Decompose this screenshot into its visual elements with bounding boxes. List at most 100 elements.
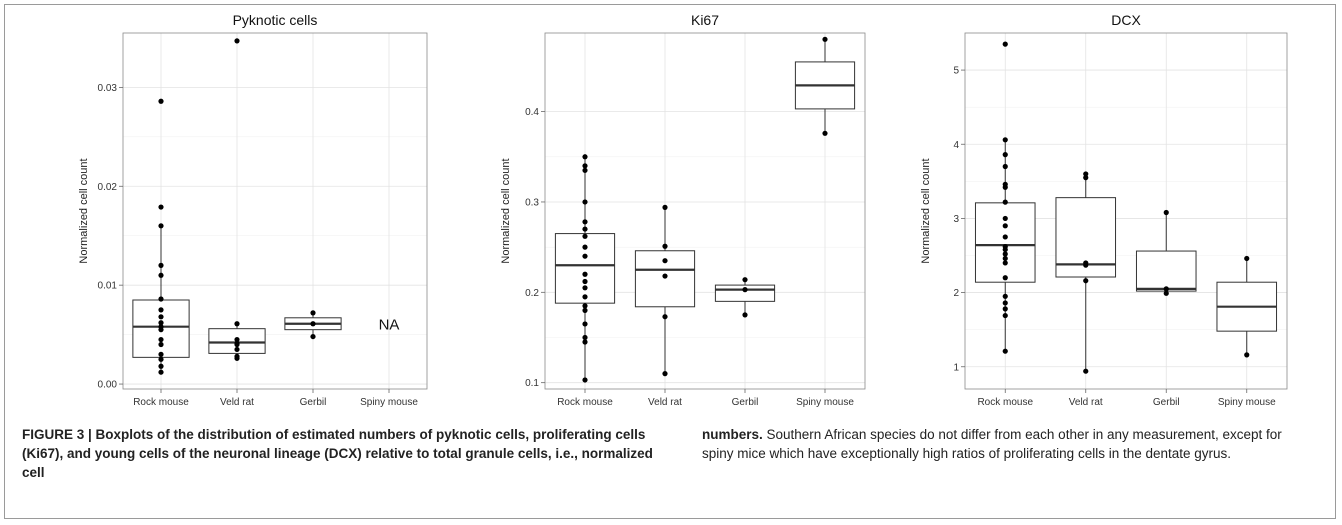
data-point-veld-rat [662,273,668,279]
annotation-na: NA [379,317,400,334]
data-point-gerbil [310,310,316,316]
data-point-rock-mouse [158,363,164,369]
data-point-veld-rat [1083,368,1089,374]
boxplot-spiny-mouse [1216,258,1278,355]
data-point-rock-mouse [582,339,588,345]
boxplot-gerbil [1135,212,1197,294]
data-point-gerbil [742,312,748,318]
data-point-rock-mouse [1002,255,1008,262]
data-point-gerbil [1163,286,1169,292]
data-point-rock-mouse [1002,251,1008,257]
data-point-rock-mouse [582,334,588,341]
dcx-panel: DCX 1 2 3 4 5 Rock mouse Veld rat Gerbil Spiny mo… [903,5,1323,430]
caption-right-text: Southern African species do not differ f… [702,427,1282,461]
data-point-rock-mouse [158,223,164,229]
dcx-plot-border [964,32,1288,390]
data-point-rock-mouse [582,167,588,173]
boxplot-spiny-mouse [794,39,856,134]
data-point-gerbil [742,287,748,293]
data-point-rock-mouse [158,351,164,357]
data-point-rock-mouse [1002,184,1008,190]
data-point-rock-mouse [158,204,164,210]
data-point-rock-mouse [1002,41,1008,47]
data-point-rock-mouse [158,320,164,326]
data-point-veld-rat [662,204,668,210]
x-tick-label: Spiny mouse [360,397,418,408]
data-point-rock-mouse [158,314,164,320]
ki67-title: Ki67 [691,12,719,28]
data-point-rock-mouse [1002,260,1008,266]
y-tick-label: 4 [953,140,959,151]
data-point-veld-rat [1083,175,1089,181]
data-point-rock-mouse [158,341,164,348]
data-point-spiny-mouse [1244,255,1250,262]
data-point-rock-mouse [582,303,588,309]
caption-left-text: Boxplots of the distribution of estimate… [22,427,653,480]
data-point-veld-rat [1083,171,1089,177]
data-point-rock-mouse [1002,312,1008,319]
y-tick-label: 0.3 [525,197,539,208]
box-body [1135,250,1197,292]
ki67-y-axis-label: Normalized cell count [500,158,512,263]
y-tick-label: 2 [953,288,959,299]
data-point-rock-mouse [1002,275,1008,281]
data-point-rock-mouse [582,377,588,383]
data-point-veld-rat [662,371,668,377]
pyknotic-cells-title: Pyknotic cells [233,12,318,28]
data-point-rock-mouse [1002,234,1008,240]
figure-label: FIGURE 3 | [22,427,92,442]
caption-right-bold: numbers. [702,427,763,442]
box-body [554,233,616,304]
data-point-veld-rat [1083,262,1089,268]
boxplot-gerbil [714,279,776,315]
x-tick-label: Gerbil [300,397,327,408]
dcx-y-axis-label: Normalized cell count [920,158,932,263]
data-point-rock-mouse [582,154,588,160]
data-point-gerbil [1163,209,1169,216]
data-point-rock-mouse [582,163,588,169]
pyknotic-cells-y-axis-label: Normalized cell count [78,158,90,263]
x-tick-label: Veld rat [220,397,254,408]
data-point-rock-mouse [158,356,164,362]
data-point-rock-mouse [1002,348,1008,354]
y-tick-label: 1 [953,362,959,373]
data-point-rock-mouse [1002,215,1008,222]
caption-right-column: numbers. Southern African species do not… [702,425,1312,463]
data-point-veld-rat [234,355,240,361]
data-point-spiny-mouse [822,36,828,42]
boxplot-veld-rat [1055,173,1117,372]
x-tick-label: Spiny mouse [1218,397,1276,408]
x-tick-label: Veld rat [648,397,682,408]
data-point-rock-mouse [158,272,164,278]
x-tick-label: Rock mouse [977,397,1033,408]
pyknotic-cells-panel: Pyknotic cells 0.00 0.01 0.02 0.03 Rock mouse… [61,5,461,430]
data-point-spiny-mouse [1244,352,1250,358]
data-point-rock-mouse [1002,223,1008,229]
data-point-rock-mouse [582,278,588,285]
y-tick-label: 0.00 [98,380,118,391]
x-tick-label: Gerbil [1153,397,1180,408]
data-point-rock-mouse [582,307,588,313]
data-point-veld-rat [234,341,240,348]
y-tick-label: 0.03 [98,83,118,94]
data-point-veld-rat [662,243,668,249]
data-point-rock-mouse [582,285,588,291]
data-point-rock-mouse [582,294,588,300]
data-point-veld-rat [234,346,240,353]
data-point-rock-mouse [582,219,588,225]
ki67-panel: Ki67 0.1 0.2 0.3 0.4 Rock mouse Veld rat Gerbil… [483,5,903,430]
data-point-rock-mouse [582,199,588,205]
data-point-rock-mouse [158,336,164,343]
data-point-rock-mouse [1002,300,1008,306]
data-point-rock-mouse [1002,163,1008,170]
data-point-rock-mouse [582,244,588,250]
data-point-veld-rat [234,38,240,44]
data-point-rock-mouse [1002,306,1008,312]
data-point-rock-mouse [158,369,164,375]
data-point-gerbil [310,321,316,327]
caption-left-column: FIGURE 3 | Boxplots of the distribution … [22,425,662,482]
x-tick-label: Veld rat [1069,397,1103,408]
data-point-veld-rat [1083,278,1089,284]
boxplot-veld-rat [634,207,696,374]
data-point-rock-mouse [158,262,164,268]
